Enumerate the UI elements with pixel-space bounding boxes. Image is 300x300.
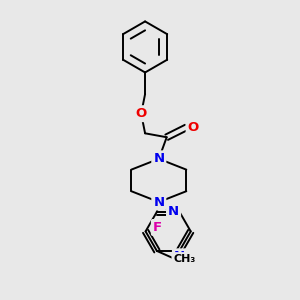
Text: N: N [153, 196, 164, 208]
Text: O: O [188, 121, 199, 134]
Text: N: N [168, 205, 179, 218]
Text: N: N [153, 152, 164, 165]
Text: CH₃: CH₃ [173, 254, 196, 264]
Text: O: O [136, 107, 147, 120]
Text: F: F [153, 221, 162, 234]
Text: N: N [174, 250, 185, 263]
